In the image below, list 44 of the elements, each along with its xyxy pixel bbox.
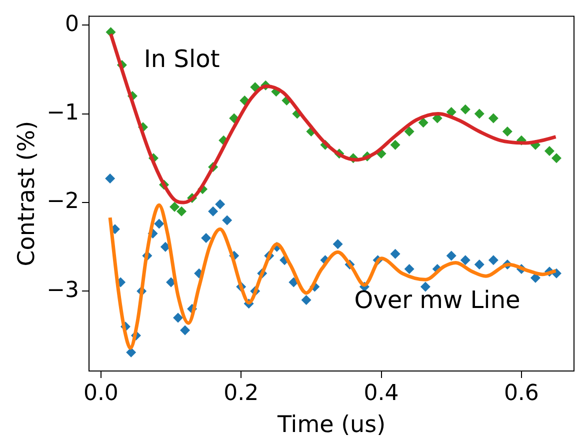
point [446, 250, 456, 261]
point [404, 264, 414, 274]
point [170, 202, 180, 212]
y-tick-label: 0 [65, 12, 80, 37]
point [250, 82, 260, 92]
point [488, 255, 498, 266]
point [488, 113, 498, 124]
point [390, 248, 400, 259]
point [446, 106, 456, 117]
point [404, 126, 414, 137]
y-axis-title: Contrast (%) [14, 120, 40, 266]
point [332, 239, 343, 250]
point [201, 232, 212, 243]
point [460, 104, 470, 114]
y-tick-label: −2 [46, 189, 80, 214]
point [530, 272, 540, 283]
point [208, 206, 218, 216]
point [154, 218, 164, 229]
point [474, 108, 484, 119]
annotation: Over mw Line [354, 286, 520, 314]
point [180, 325, 190, 336]
point [301, 295, 312, 306]
y-tick-label: −1 [46, 100, 80, 126]
point [126, 347, 136, 358]
annotation: In Slot [144, 44, 220, 73]
point [474, 260, 484, 270]
x-tick-label: 0.6 [504, 380, 539, 406]
x-tick-label: 0.4 [364, 380, 399, 406]
point [173, 312, 184, 323]
point [544, 146, 554, 156]
point [222, 215, 232, 226]
point [420, 282, 430, 292]
x-tick-label: 0.0 [83, 380, 118, 406]
point [502, 126, 512, 137]
x-axis-title: Time (us) [276, 412, 386, 438]
point [176, 206, 187, 216]
point [390, 140, 400, 150]
y-tick-label: −3 [46, 278, 80, 303]
point [418, 118, 428, 128]
point [215, 199, 226, 210]
point [551, 153, 562, 164]
point [460, 255, 470, 266]
point [105, 174, 116, 184]
x-tick-label: 0.2 [224, 380, 259, 406]
